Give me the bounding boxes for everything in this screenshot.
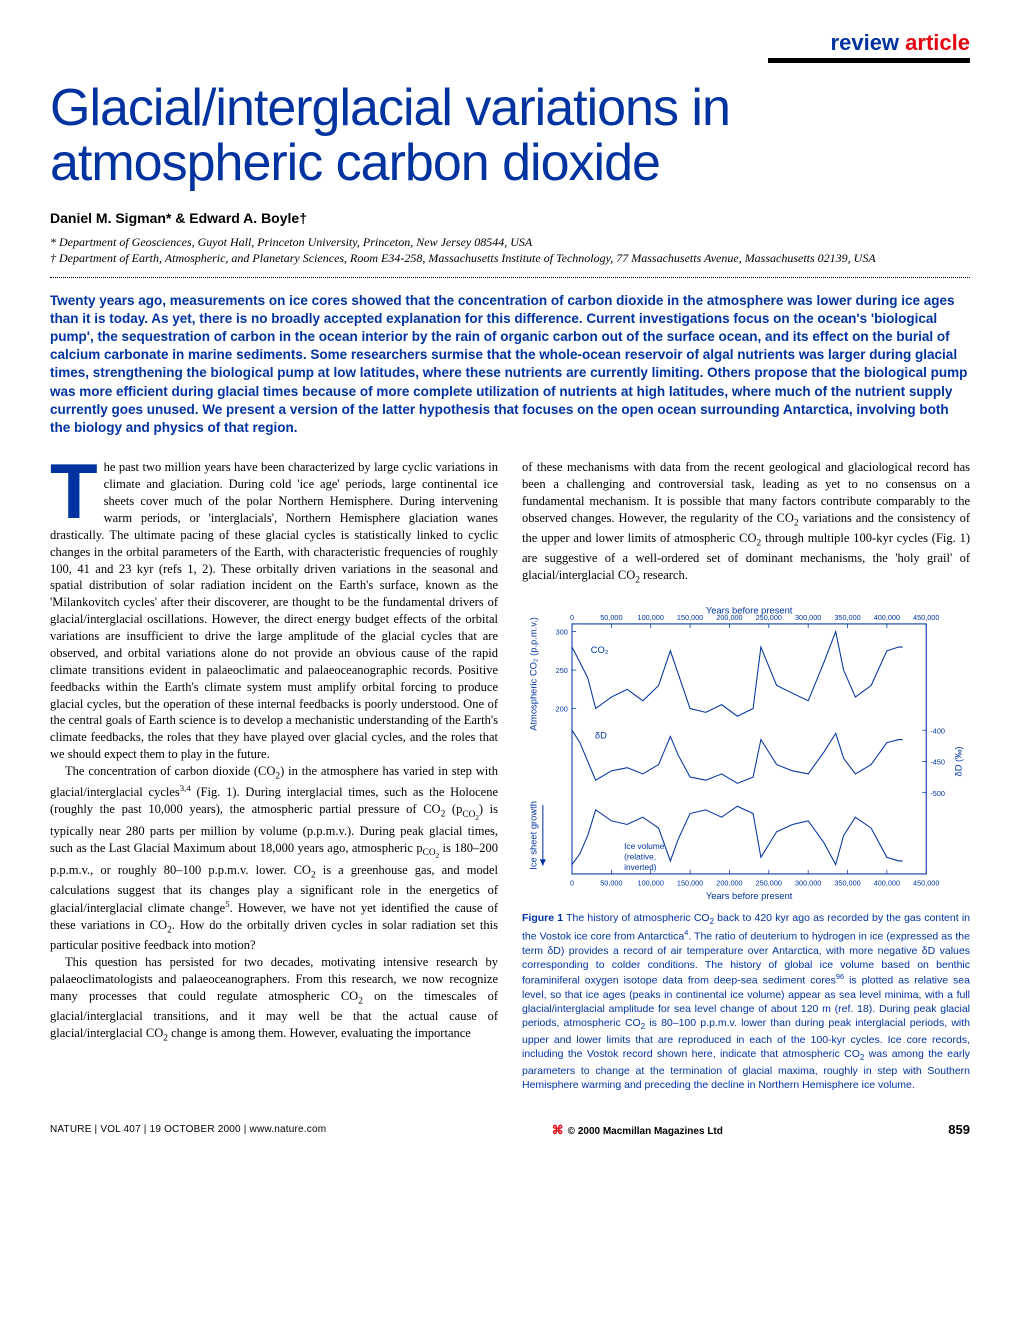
svg-text:350,000: 350,000 — [834, 879, 860, 888]
svg-text:0: 0 — [570, 613, 574, 622]
paragraph-4: of these mechanisms with data from the r… — [522, 459, 970, 587]
section-rule — [768, 58, 970, 63]
p1-text: he past two million years have been char… — [50, 460, 498, 761]
paragraph-2: The concentration of carbon dioxide (CO2… — [50, 763, 498, 954]
article-title: Glacial/interglacial variations in atmos… — [50, 81, 970, 190]
footer-copyright: © 2000 Macmillan Magazines Ltd — [568, 1126, 723, 1137]
affiliation-1: * Department of Geosciences, Guyot Hall,… — [50, 234, 970, 250]
svg-text:200: 200 — [556, 705, 568, 714]
section-label-word2: article — [905, 30, 970, 55]
svg-text:150,000: 150,000 — [677, 879, 703, 888]
svg-text:Years before present: Years before present — [706, 891, 793, 901]
figure-1-svg: 0 0 50,000 50,000 100,000 100,000 150,000 150,0… — [522, 601, 970, 903]
svg-text:Ice volume: Ice volume — [624, 841, 665, 851]
svg-text:inverted): inverted) — [624, 862, 657, 872]
paragraph-1: T he past two million years have been ch… — [50, 459, 498, 763]
paragraph-3: This question has persisted for two deca… — [50, 954, 498, 1045]
svg-text:-400: -400 — [930, 727, 945, 736]
svg-text:-500: -500 — [930, 789, 945, 798]
affiliation-2: † Department of Earth, Atmospheric, and … — [50, 250, 970, 266]
svg-text:400,000: 400,000 — [874, 613, 900, 622]
publisher-logo-icon: ⌘ — [552, 1123, 564, 1137]
svg-text:300: 300 — [556, 628, 568, 637]
footer-center: ⌘ © 2000 Macmillan Magazines Ltd — [552, 1123, 723, 1137]
svg-text:100,000: 100,000 — [638, 879, 664, 888]
svg-text:150,000: 150,000 — [677, 613, 703, 622]
figure-1: 0 0 50,000 50,000 100,000 100,000 150,000 150,0… — [522, 601, 970, 1092]
footer-page-number: 859 — [948, 1122, 970, 1137]
body-columns: T he past two million years have been ch… — [50, 459, 970, 1092]
svg-text:450,000: 450,000 — [913, 879, 939, 888]
svg-text:50,000: 50,000 — [600, 879, 622, 888]
svg-text:Years before present: Years before present — [706, 606, 793, 616]
svg-text:Ice sheet growth: Ice sheet growth — [529, 801, 539, 870]
section-label-word1: review — [831, 30, 900, 55]
svg-text:δD (‰): δD (‰) — [954, 747, 964, 777]
authors: Daniel M. Sigman* & Edward A. Boyle† — [50, 210, 970, 226]
svg-text:50,000: 50,000 — [600, 613, 622, 622]
svg-text:300,000: 300,000 — [795, 613, 821, 622]
page-footer: NATURE | VOL 407 | 19 OCTOBER 2000 | www… — [50, 1116, 970, 1137]
svg-text:250,000: 250,000 — [756, 879, 782, 888]
column-left: T he past two million years have been ch… — [50, 459, 498, 1092]
footer-left: NATURE | VOL 407 | 19 OCTOBER 2000 | www… — [50, 1124, 326, 1135]
svg-text:250: 250 — [556, 666, 568, 675]
svg-text:200,000: 200,000 — [716, 879, 742, 888]
dotted-rule — [50, 277, 970, 278]
svg-text:δD: δD — [595, 731, 607, 741]
svg-text:350,000: 350,000 — [834, 613, 860, 622]
svg-text:400,000: 400,000 — [874, 879, 900, 888]
svg-text:(relative,: (relative, — [624, 852, 656, 862]
figcaption-lead: Figure 1 — [522, 912, 563, 924]
section-label: review article — [50, 30, 970, 56]
affiliations: * Department of Geosciences, Guyot Hall,… — [50, 234, 970, 266]
svg-text:300,000: 300,000 — [795, 879, 821, 888]
svg-text:CO₂: CO₂ — [591, 645, 609, 655]
figure-1-caption: Figure 1 The history of atmospheric CO2 … — [522, 911, 970, 1092]
abstract: Twenty years ago, measurements on ice co… — [50, 292, 970, 438]
svg-text:0: 0 — [570, 879, 574, 888]
svg-text:Atmospheric CO₂ (p.p.m.v.): Atmospheric CO₂ (p.p.m.v.) — [529, 617, 539, 731]
svg-text:100,000: 100,000 — [638, 613, 664, 622]
column-right: of these mechanisms with data from the r… — [522, 459, 970, 1092]
dropcap: T — [50, 459, 104, 519]
svg-text:-450: -450 — [930, 758, 945, 767]
svg-text:450,000: 450,000 — [913, 613, 939, 622]
